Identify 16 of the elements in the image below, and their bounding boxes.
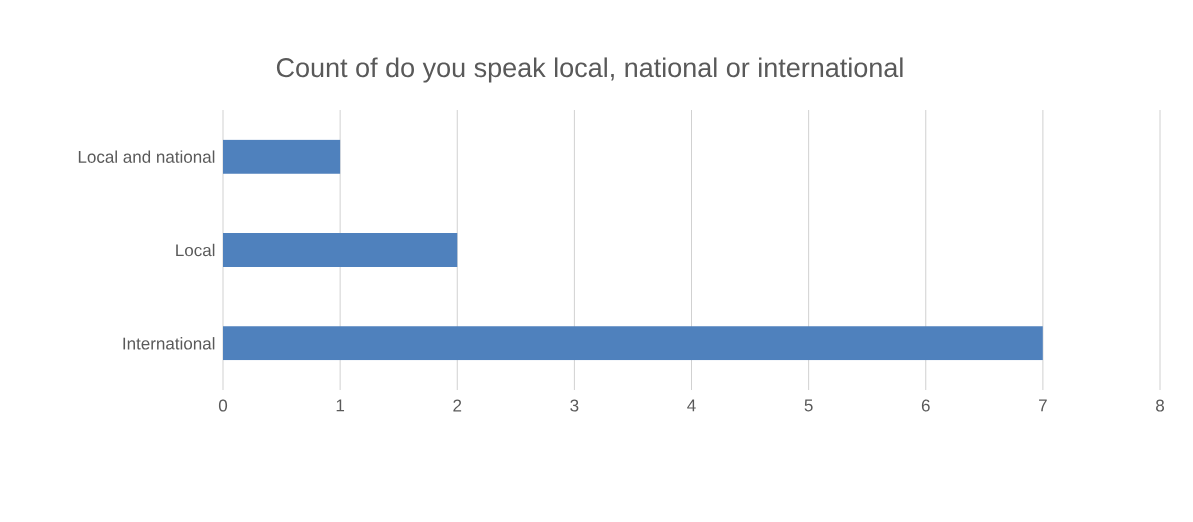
- x-tick-label: 1: [336, 399, 345, 412]
- y-tick-label: Local and national: [78, 150, 215, 163]
- x-tick-label: 0: [218, 399, 228, 412]
- chart-title: Count of do you speak local, national or international: [276, 57, 903, 83]
- bar: [223, 233, 458, 267]
- x-tick-label: 5: [804, 399, 813, 412]
- x-tick-label: 6: [921, 399, 930, 412]
- bar: [223, 139, 341, 174]
- x-tick-label: 7: [1039, 399, 1047, 412]
- x-tick-label: 8: [1156, 399, 1165, 412]
- x-tick-label: 2: [453, 399, 462, 412]
- x-tick-label: 4: [687, 399, 696, 412]
- y-tick-label: Local: [176, 243, 215, 257]
- bar: [223, 326, 1043, 361]
- x-tick-label: 3: [570, 399, 579, 412]
- y-tick-label: International: [123, 337, 215, 350]
